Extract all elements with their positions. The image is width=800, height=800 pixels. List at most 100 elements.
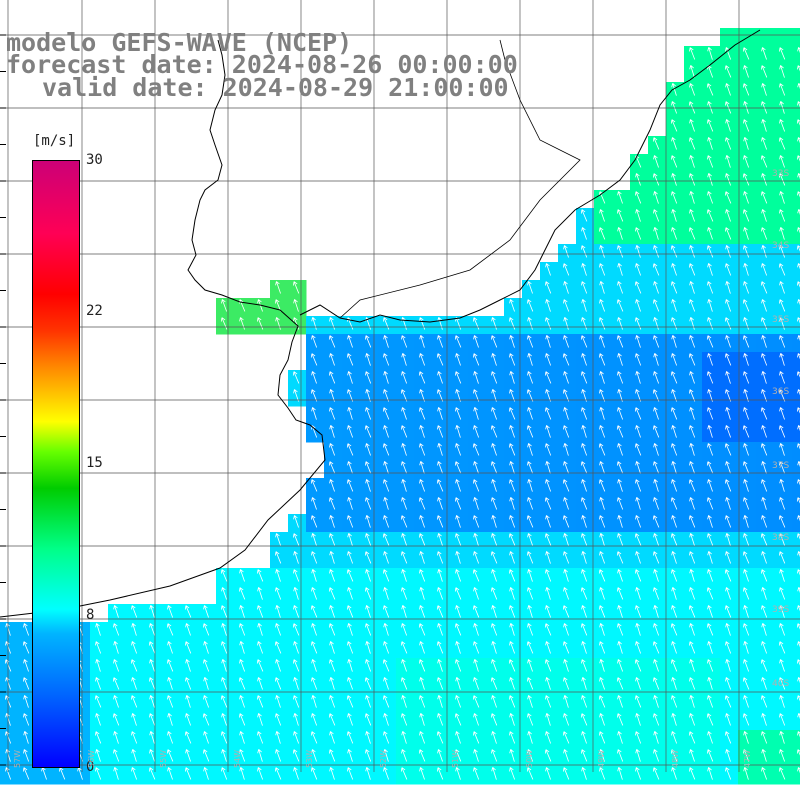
wind-arrow xyxy=(706,587,714,600)
wind-arrow xyxy=(203,605,209,618)
wind-arrow xyxy=(436,353,444,366)
lon-label-48w: 48W xyxy=(671,749,680,768)
wind-speed-cell xyxy=(792,244,800,263)
wind-arrow xyxy=(203,659,210,672)
wind-arrow xyxy=(797,677,800,684)
wind-arrow xyxy=(563,551,570,564)
wind-arrow xyxy=(742,461,750,474)
wind-arrow xyxy=(725,173,732,186)
wind-arrow xyxy=(796,119,800,126)
wind-arrow xyxy=(347,497,353,510)
wind-arrow xyxy=(455,677,461,690)
wind-arrow xyxy=(401,695,407,708)
wind-arrow xyxy=(653,443,659,456)
wind-arrow xyxy=(364,551,372,564)
wind-arrow xyxy=(131,677,137,690)
wind-arrow xyxy=(617,263,623,276)
wind-arrow xyxy=(455,569,462,582)
wind-arrow xyxy=(383,479,390,492)
wind-arrow xyxy=(527,569,533,582)
wind-arrow xyxy=(526,767,534,780)
wind-arrow xyxy=(473,641,480,654)
wind-arrow xyxy=(779,227,785,240)
wind-arrow xyxy=(653,695,659,708)
wind-arrow xyxy=(545,587,551,600)
wind-arrow xyxy=(346,353,354,366)
wind-arrow xyxy=(743,695,749,708)
wind-arrow xyxy=(724,731,732,744)
wind-arrow xyxy=(311,623,317,636)
wind-arrow xyxy=(509,353,516,366)
wind-arrow xyxy=(707,479,713,492)
wind-arrow xyxy=(688,515,696,528)
wind-arrow xyxy=(347,749,353,762)
wind-arrow xyxy=(184,731,192,744)
wind-arrow xyxy=(166,749,174,762)
wind-arrow xyxy=(635,749,641,762)
wind-arrow xyxy=(779,101,785,114)
wind-arrow xyxy=(707,191,714,204)
wind-arrow xyxy=(707,533,714,546)
wind-arrow xyxy=(509,479,516,492)
wind-arrow xyxy=(689,443,695,456)
wind-arrow xyxy=(437,551,444,564)
wind-arrow xyxy=(725,425,732,438)
wind-arrow xyxy=(328,461,336,474)
wind-arrow xyxy=(598,479,606,492)
wind-speed-cell xyxy=(774,28,793,47)
wind-arrow xyxy=(455,407,462,420)
wind-arrow xyxy=(671,137,677,150)
wind-arrow xyxy=(346,569,354,582)
wind-arrow xyxy=(797,335,800,342)
wind-arrow xyxy=(130,695,138,708)
wind-arrow xyxy=(707,695,714,708)
wind-arrow xyxy=(364,587,372,600)
wind-arrow xyxy=(131,767,138,780)
wind-arrow xyxy=(778,299,786,312)
wind-arrow xyxy=(689,281,695,294)
wind-arrow xyxy=(347,767,354,780)
wind-arrow xyxy=(310,479,318,492)
wind-arrow xyxy=(274,551,282,564)
wind-arrow xyxy=(275,533,281,546)
wind-arrow xyxy=(436,515,444,528)
wind-arrow xyxy=(653,245,660,258)
wind-arrow xyxy=(203,695,210,708)
title-valid-date: valid date: 2024-08-29 21:00:00 xyxy=(42,73,509,102)
wind-arrow xyxy=(365,371,372,384)
wind-arrow xyxy=(401,407,407,420)
wind-arrow xyxy=(653,281,659,294)
wind-arrow xyxy=(401,749,408,762)
wind-arrow xyxy=(689,155,695,168)
wind-arrow xyxy=(761,389,768,402)
wind-arrow xyxy=(437,587,444,600)
wind-arrow xyxy=(742,425,750,438)
wind-arrow xyxy=(724,227,732,240)
wind-arrow xyxy=(545,713,551,726)
wind-arrow xyxy=(796,749,800,756)
wind-arrow xyxy=(310,605,318,618)
wind-arrow xyxy=(670,119,678,132)
wind-arrow xyxy=(401,713,408,726)
wind-arrow xyxy=(455,425,461,438)
colorbar-tick-8: 8 xyxy=(86,607,95,623)
wind-arrow xyxy=(221,641,228,654)
wind-arrow xyxy=(670,155,678,168)
wind-arrow xyxy=(473,461,479,474)
wind-arrow xyxy=(167,677,173,690)
wind-arrow xyxy=(743,749,750,762)
wind-arrow xyxy=(599,533,605,546)
lon-label-51w: 51W xyxy=(451,749,460,768)
wind-arrow xyxy=(617,569,623,582)
wind-arrow xyxy=(706,461,714,474)
wind-arrow xyxy=(455,641,461,654)
wind-arrow xyxy=(148,677,156,690)
wind-arrow xyxy=(671,731,678,744)
wind-arrow xyxy=(670,407,678,420)
wind-arrow xyxy=(761,299,767,312)
wind-arrow xyxy=(706,119,714,132)
wind-arrow xyxy=(509,425,515,438)
wind-arrow xyxy=(274,677,282,690)
wind-arrow xyxy=(167,731,174,744)
wind-arrow xyxy=(743,155,750,168)
